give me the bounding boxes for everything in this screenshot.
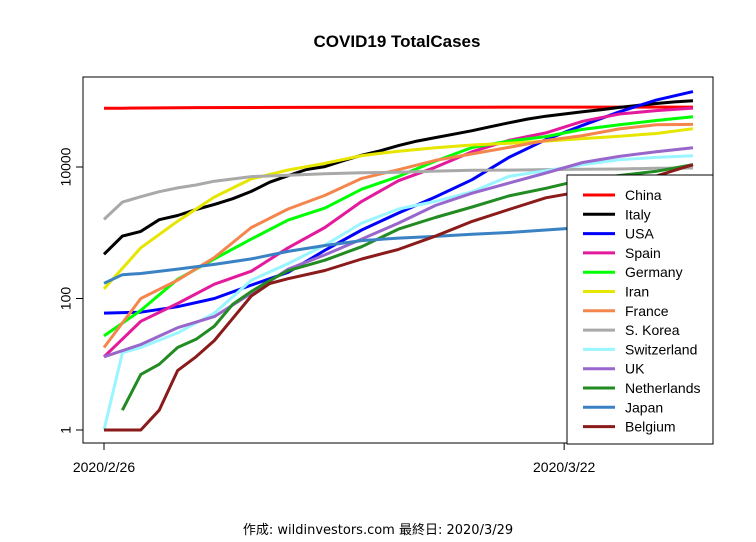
legend-label-switzerland: Switzerland <box>625 341 697 357</box>
legend-label-belgium: Belgium <box>625 419 676 435</box>
x-tick-label: 2020/2/26 <box>73 459 135 475</box>
legend: China Italy USA Spain Germany Iran France S. Ko… <box>566 174 714 445</box>
legend-label-spain: Spain <box>625 245 661 261</box>
legend-label-uk: UK <box>625 361 645 377</box>
x-tick-label: 2020/3/22 <box>533 459 595 475</box>
series-layer <box>102 90 694 432</box>
series-line-belgium <box>104 163 694 432</box>
y-tick-label: 100 <box>58 287 74 311</box>
series-line-china <box>103 105 693 110</box>
legend-label-netherlands: Netherlands <box>625 380 701 396</box>
series-line-uk <box>103 146 694 359</box>
legend-label-japan: Japan <box>625 399 663 415</box>
legend-label-usa: USA <box>625 226 654 242</box>
series-line-iran <box>102 127 694 290</box>
axis-layer: 2020/2/26 2020/3/22 1 100 10000 <box>58 147 596 475</box>
y-tick-label: 10000 <box>58 147 74 186</box>
source-caption: 作成: wildinvestors.com 最終日: 2020/3/29 <box>242 523 514 538</box>
y-tick-label: 1 <box>58 426 74 434</box>
legend-label-italy: Italy <box>625 206 651 222</box>
series-line-italy <box>102 99 694 256</box>
chart-title: COVID19 TotalCases <box>314 32 481 51</box>
legend-label-iran: Iran <box>625 284 649 300</box>
legend-label-france: France <box>625 303 669 319</box>
legend-label-s-korea: S. Korea <box>625 322 680 338</box>
legend-label-china: China <box>625 187 662 203</box>
series-line-spain <box>102 106 694 358</box>
series-line-switzerland <box>102 154 694 431</box>
series-line-s-korea <box>102 166 694 221</box>
legend-label-germany: Germany <box>625 264 683 280</box>
series-line-usa <box>103 90 694 315</box>
